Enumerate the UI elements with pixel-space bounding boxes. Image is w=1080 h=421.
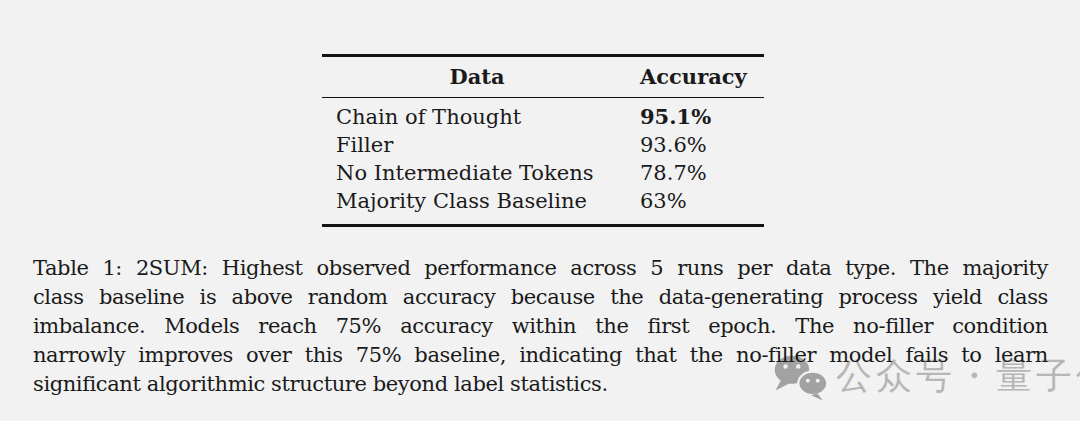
data-type-cell: No Intermediate Tokens [336,159,618,187]
accuracy-cell: 93.6% [618,131,764,159]
data-type-cell: Chain of Thought [336,103,618,131]
caption-line: class baseline is above random accuracy … [33,283,1048,312]
table-body: Chain of Thought 95.1% Filler 93.6% No I… [322,98,764,224]
results-table: Data Accuracy Chain of Thought 95.1% Fil… [322,54,764,227]
accuracy-cell: 63% [618,187,764,215]
table-row: Chain of Thought 95.1% [322,103,764,131]
caption-line: Table 1: 2SUM: Highest observed performa… [33,254,1048,283]
caption-line: imbalance. Models reach 75% accuracy wit… [33,312,1048,341]
caption-line: significant algorithmic structure beyond… [33,370,1048,399]
data-type-cell: Majority Class Baseline [336,187,618,215]
table-bottom-rule [322,224,764,227]
caption-line: narrowly improves over this 75% baseline… [33,341,1048,370]
column-header-data: Data [336,57,618,97]
table-row: No Intermediate Tokens 78.7% [322,159,764,187]
data-type-cell: Filler [336,131,618,159]
accuracy-cell: 78.7% [618,159,764,187]
table-caption: Table 1: 2SUM: Highest observed performa… [33,254,1048,399]
table-header-row: Data Accuracy [322,57,764,97]
column-header-accuracy: Accuracy [618,57,764,97]
accuracy-cell: 95.1% [618,103,764,131]
table-row: Filler 93.6% [322,131,764,159]
table-row: Majority Class Baseline 63% [322,187,764,215]
